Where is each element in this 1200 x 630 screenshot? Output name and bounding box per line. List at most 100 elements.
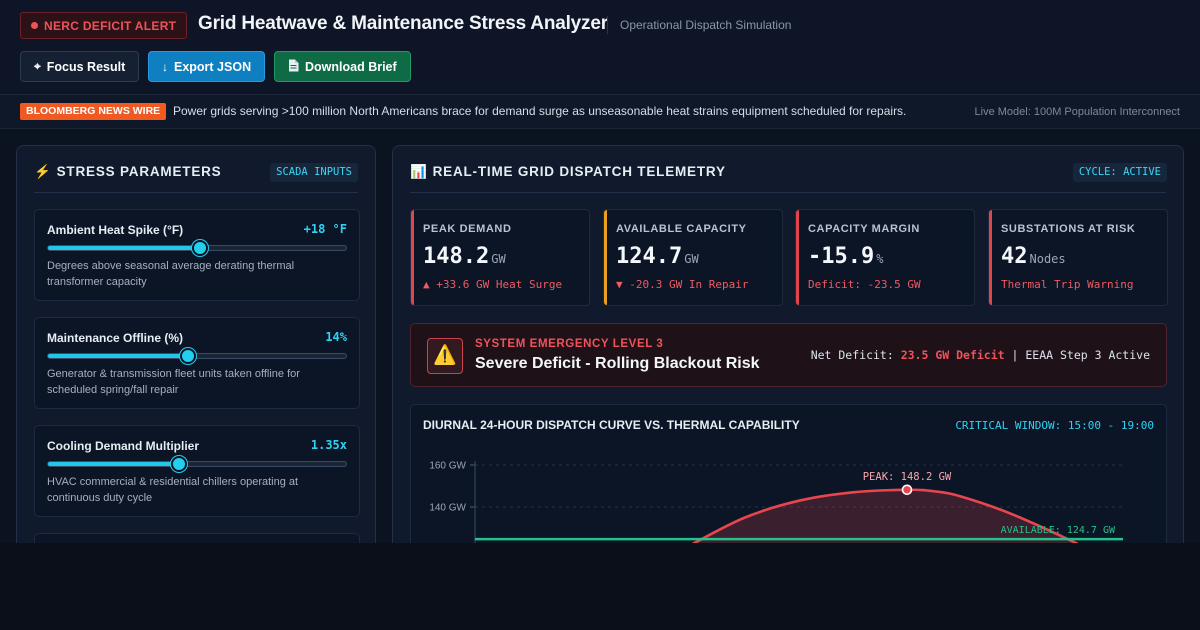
export-json-button[interactable]: ↓ Export JSON bbox=[148, 51, 266, 82]
param-label: Cooling Demand Multiplier bbox=[47, 439, 199, 453]
metric-label: CAPACITY MARGIN bbox=[808, 223, 920, 235]
net-deficit-readout: Net Deficit: 23.5 GW Deficit | EEAA Step… bbox=[811, 348, 1150, 362]
param-description: HVAC commercial & residential chillers o… bbox=[47, 476, 299, 504]
app-viewport: NERC DEFICIT ALERT Grid Heatwave & Maint… bbox=[0, 0, 1200, 543]
dispatch-chart-card: DIURNAL 24-HOUR DISPATCH CURVE VS. THERM… bbox=[410, 404, 1167, 543]
export-json-label: Export JSON bbox=[174, 59, 252, 74]
stress-parameters-title: ⚡ STRESS PARAMETERS bbox=[34, 164, 221, 180]
app-header: NERC DEFICIT ALERT Grid Heatwave & Maint… bbox=[0, 0, 1200, 95]
download-brief-label: Download Brief bbox=[305, 59, 397, 74]
demand-line bbox=[691, 488, 1079, 543]
param-description: Generator & transmission fleet units tak… bbox=[47, 368, 300, 396]
nerc-alert-badge: NERC DEFICIT ALERT bbox=[20, 12, 188, 39]
news-headline[interactable]: Power grids serving >100 million North A… bbox=[173, 104, 907, 118]
maintenance-offline-slider[interactable] bbox=[47, 348, 347, 364]
param-value: +18 °F bbox=[303, 222, 347, 236]
param-label: Maintenance Offline (%) bbox=[47, 331, 184, 345]
param-cooling-multiplier: Cooling Demand Multiplier 1.35x HVAC com… bbox=[34, 425, 360, 517]
slider-thumb[interactable] bbox=[171, 456, 188, 472]
metric-peak-demand: PEAK DEMAND 148.2 GW ▲ +33.6 GW Heat Surg… bbox=[410, 209, 590, 306]
metric-value: 42 Nodes bbox=[1001, 244, 1066, 269]
param-value: 14% bbox=[325, 330, 347, 344]
stress-parameters-panel: ⚡ STRESS PARAMETERS SCADA INPUTS Ambient … bbox=[16, 145, 376, 543]
net-deficit-value: 23.5 GW Deficit bbox=[900, 348, 1005, 362]
metric-unit: Nodes bbox=[1029, 252, 1066, 266]
crosshair-icon: ⌖ bbox=[34, 59, 41, 73]
metric-value: -15.9% bbox=[808, 244, 883, 269]
download-arrow-icon: ↓ bbox=[162, 59, 168, 74]
metric-note: Thermal Trip Warning bbox=[1001, 278, 1134, 291]
emergency-level: SYSTEM EMERGENCY LEVEL 3 bbox=[475, 338, 664, 350]
peak-annotation: PEAK: 148.2 GW bbox=[863, 471, 952, 483]
available-annotation: AVAILABLE: 124.7 GW bbox=[1001, 525, 1116, 536]
news-ticker: BLOOMBERG NEWS WIRE Power grids serving … bbox=[0, 95, 1200, 129]
metric-unit: GW bbox=[684, 252, 699, 266]
telemetry-title: 📊 REAL-TIME GRID DISPATCH TELEMETRY bbox=[410, 164, 726, 180]
slider-thumb[interactable] bbox=[180, 348, 197, 364]
focus-result-label: Focus Result bbox=[46, 59, 126, 74]
param-heat-spike: Ambient Heat Spike (°F) +18 °F Degrees a… bbox=[34, 209, 360, 301]
warning-icon: ⚠️ bbox=[427, 338, 463, 374]
metric-accent-bar bbox=[989, 210, 992, 305]
peak-point bbox=[901, 484, 913, 496]
cycle-active-tag: CYCLE: ACTIVE bbox=[1072, 163, 1167, 182]
metric-accent-bar bbox=[411, 210, 414, 305]
cooling-multiplier-slider[interactable] bbox=[47, 456, 347, 472]
divider bbox=[410, 192, 1166, 193]
metric-accent-bar bbox=[796, 210, 799, 305]
metric-number: 148.2 bbox=[423, 244, 490, 269]
alert-dot-icon bbox=[31, 22, 38, 29]
metric-available-capacity: AVAILABLE CAPACITY 124.7 GW ▼ -20.3 GW In… bbox=[603, 209, 783, 306]
metric-number: 42 bbox=[1001, 244, 1028, 269]
emergency-banner: ⚠️ SYSTEM EMERGENCY LEVEL 3 Severe Defic… bbox=[410, 323, 1167, 387]
emergency-title: Severe Deficit - Rolling Blackout Risk bbox=[475, 355, 760, 372]
eeaa-status: | EEAA Step 3 Active bbox=[1011, 348, 1150, 362]
metric-note: Deficit: -23.5 GW bbox=[808, 278, 921, 291]
param-value: 1.35x bbox=[310, 438, 347, 452]
telemetry-title-text: REAL-TIME GRID DISPATCH TELEMETRY bbox=[432, 164, 726, 179]
chart-title: DIURNAL 24-HOUR DISPATCH CURVE VS. THERM… bbox=[423, 418, 800, 432]
param-description: Degrees above seasonal average derating … bbox=[47, 260, 295, 288]
metric-substations-at-risk: SUBSTATIONS AT RISK 42 Nodes Thermal Trip… bbox=[988, 209, 1168, 306]
divider bbox=[34, 192, 358, 193]
slider-fill bbox=[48, 246, 200, 250]
slider-fill bbox=[48, 462, 180, 466]
metric-unit: % bbox=[876, 252, 884, 266]
page-title: Grid Heatwave & Maintenance Stress Analy… bbox=[198, 13, 608, 34]
telemetry-panel: 📊 REAL-TIME GRID DISPATCH TELEMETRY CYCLE… bbox=[392, 145, 1184, 543]
page-subtitle: Operational Dispatch Simulation bbox=[607, 16, 791, 34]
document-icon bbox=[288, 59, 299, 75]
metric-capacity-margin: CAPACITY MARGIN -15.9% Deficit: -23.5 GW bbox=[795, 209, 975, 306]
slider-thumb[interactable] bbox=[191, 240, 208, 256]
stress-parameters-title-text: STRESS PARAMETERS bbox=[56, 164, 222, 179]
param-maintenance-offline: Maintenance Offline (%) 14% Generator & … bbox=[34, 317, 360, 409]
scada-inputs-tag: SCADA INPUTS bbox=[270, 163, 358, 182]
metric-unit: GW bbox=[491, 252, 506, 266]
slider-fill bbox=[48, 354, 189, 358]
metric-number: 124.7 bbox=[616, 244, 683, 269]
lightning-icon: ⚡ bbox=[34, 164, 52, 179]
param-label: Ambient Heat Spike (°F) bbox=[47, 223, 184, 237]
model-status: Live Model: 100M Population Interconnect bbox=[974, 106, 1180, 118]
y-tick-label: 160 GW bbox=[429, 461, 466, 472]
param-next-card bbox=[34, 533, 360, 543]
metric-label: SUBSTATIONS AT RISK bbox=[1001, 223, 1136, 235]
download-brief-button[interactable]: Download Brief bbox=[274, 51, 411, 82]
critical-window-label: CRITICAL WINDOW: 15:00 - 19:00 bbox=[955, 419, 1154, 432]
alert-badge-label: NERC DEFICIT ALERT bbox=[44, 18, 177, 33]
focus-result-button[interactable]: ⌖ Focus Result bbox=[20, 51, 140, 82]
metric-note: ▼ -20.3 GW In Repair bbox=[616, 278, 749, 291]
metric-label: AVAILABLE CAPACITY bbox=[616, 223, 747, 235]
y-tick-label: 140 GW bbox=[429, 503, 466, 514]
bar-chart-icon: 📊 bbox=[410, 164, 428, 179]
metric-label: PEAK DEMAND bbox=[423, 223, 512, 235]
metric-value: 148.2 GW bbox=[423, 244, 506, 269]
metric-note: ▲ +33.6 GW Heat Surge bbox=[423, 278, 563, 291]
dispatch-chart: 160 GW 140 GW PEAK: 148.2 GW AVAILABLE: 124… bbox=[429, 461, 1123, 543]
net-deficit-label: Net Deficit: bbox=[810, 348, 894, 362]
news-source-tag: BLOOMBERG NEWS WIRE bbox=[20, 103, 167, 120]
heat-spike-slider[interactable] bbox=[47, 240, 347, 256]
metric-value: 124.7 GW bbox=[616, 244, 699, 269]
metric-accent-bar bbox=[604, 210, 607, 305]
metric-number: -15.9 bbox=[808, 244, 875, 269]
